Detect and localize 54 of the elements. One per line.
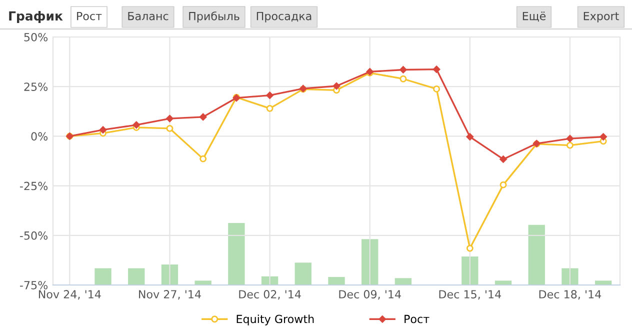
point [466, 244, 474, 252]
point [99, 126, 107, 134]
y-tick-label: 0% [31, 132, 48, 141]
bar [362, 239, 378, 285]
point [199, 113, 207, 121]
chart-title: График [9, 10, 63, 24]
point [266, 104, 274, 112]
x-tick-label: Dec 15, '14 [439, 290, 502, 300]
x-tick-label: Nov 27, '14 [139, 290, 201, 300]
point [433, 86, 440, 92]
bar [94, 268, 112, 285]
x-tick-label: Dec 02, '14 [239, 290, 301, 300]
point [600, 133, 607, 140]
point [266, 92, 274, 99]
bar [294, 262, 312, 285]
point [566, 142, 574, 149]
point [166, 124, 174, 132]
legend-label: Рост [404, 314, 430, 324]
point [500, 156, 507, 163]
bar [594, 280, 612, 285]
point [200, 155, 207, 162]
bar [228, 223, 245, 285]
y-tick-label: -50% [20, 231, 48, 240]
text: Рост [77, 12, 102, 20]
point [332, 82, 340, 90]
y-tick-label: 25% [24, 82, 48, 91]
bar [394, 278, 412, 285]
text: Export [584, 12, 619, 22]
bar [328, 276, 345, 285]
point [132, 121, 140, 129]
y-tick-label: 50% [24, 32, 48, 42]
bar [562, 268, 578, 285]
y-tick-label: -75% [20, 280, 48, 290]
x-tick-label: Nov 24, '14 [38, 290, 101, 300]
bar [128, 268, 145, 285]
text: Ещё [522, 12, 546, 22]
y-tick-label: -25% [20, 182, 48, 190]
bar [462, 256, 478, 285]
point [400, 66, 407, 74]
point [166, 114, 174, 122]
legend-label: Equity Growth [236, 314, 314, 326]
bar [194, 280, 212, 285]
bar [528, 224, 545, 285]
point [500, 181, 507, 188]
text: Просадка [256, 12, 312, 22]
text: Баланс [128, 12, 168, 20]
x-tick-label: Dec 09, '14 [339, 290, 401, 300]
point [566, 134, 574, 142]
point [432, 66, 440, 73]
text: Прибыль [189, 12, 240, 22]
point [400, 75, 407, 82]
point [466, 133, 474, 140]
x-tick-label: Dec 18, '14 [539, 290, 602, 300]
bar [494, 280, 512, 285]
